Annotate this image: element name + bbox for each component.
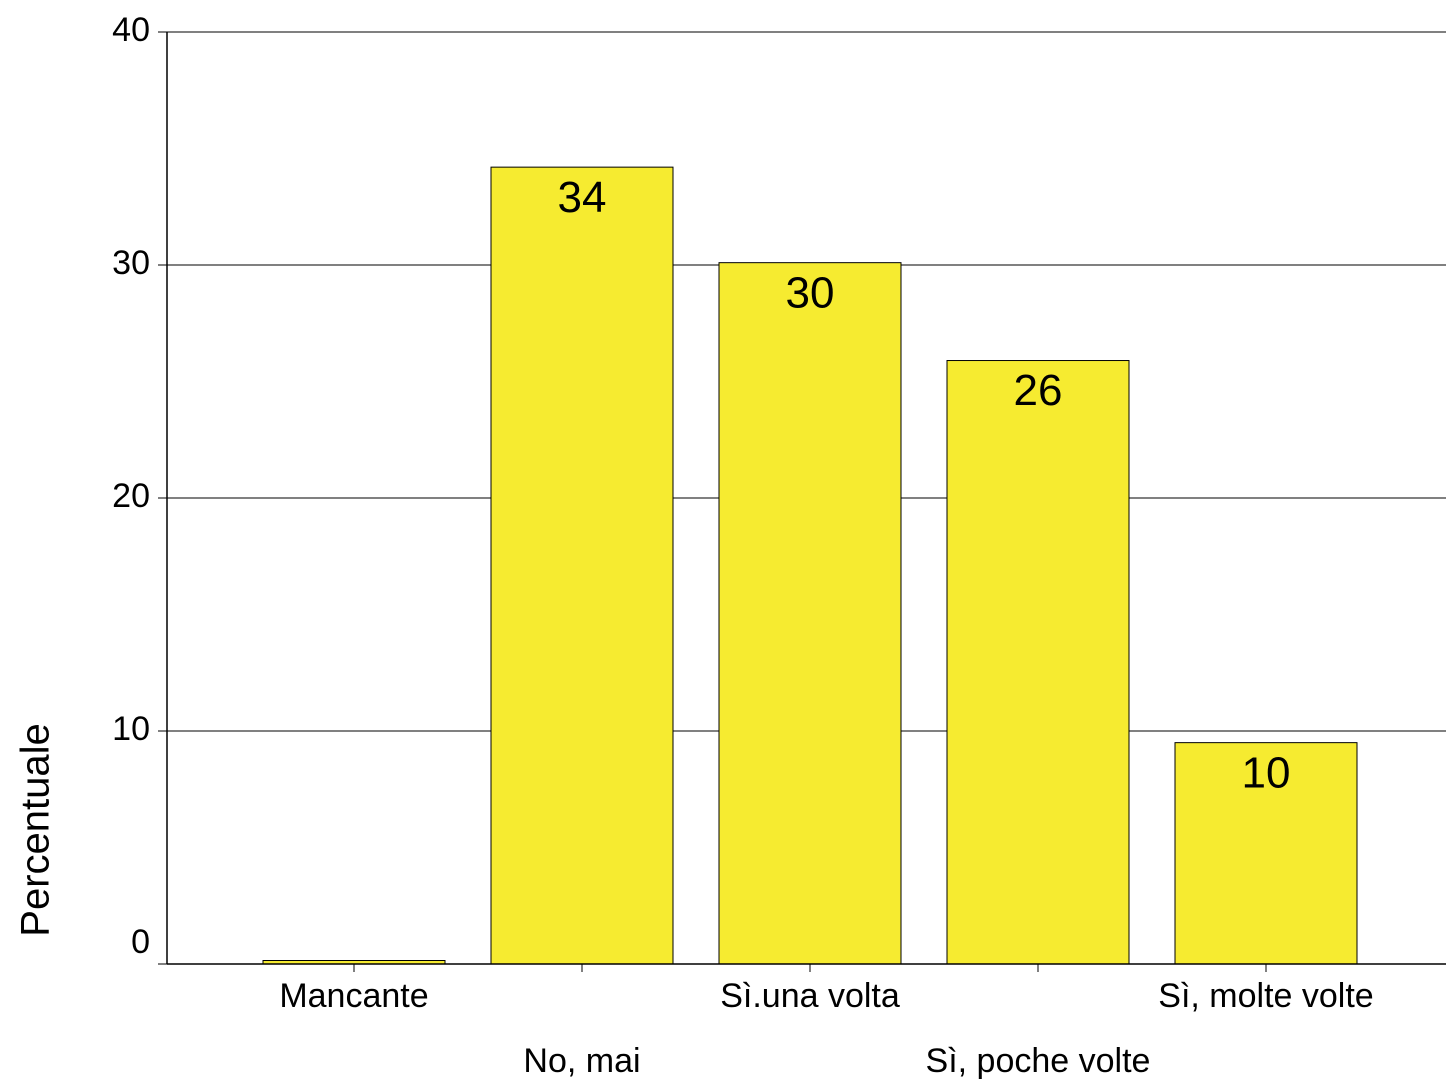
x-tick-label: Sì, molte volte <box>1158 977 1373 1015</box>
data-label: 10 <box>1242 748 1291 797</box>
bar <box>718 262 902 965</box>
y-axis-label: Percentuale <box>14 723 58 936</box>
data-label: 30 <box>786 268 835 317</box>
data-label: 26 <box>1014 366 1063 415</box>
x-tick-label: Mancante <box>279 977 428 1015</box>
y-tick-label: 30 <box>112 244 150 282</box>
bar <box>490 166 674 965</box>
data-label: 34 <box>558 173 607 222</box>
x-tick-label: Sì.una volta <box>720 977 900 1015</box>
y-tick-label: 20 <box>112 477 150 515</box>
x-tick-label: Sì, poche volte <box>926 1042 1151 1080</box>
y-tick-label: 0 <box>131 923 150 961</box>
x-tick-label: No, mai <box>523 1042 640 1080</box>
y-tick-label: 10 <box>112 710 150 748</box>
y-tick-label: 40 <box>112 11 150 49</box>
bar <box>946 360 1130 965</box>
bar <box>1174 742 1358 965</box>
